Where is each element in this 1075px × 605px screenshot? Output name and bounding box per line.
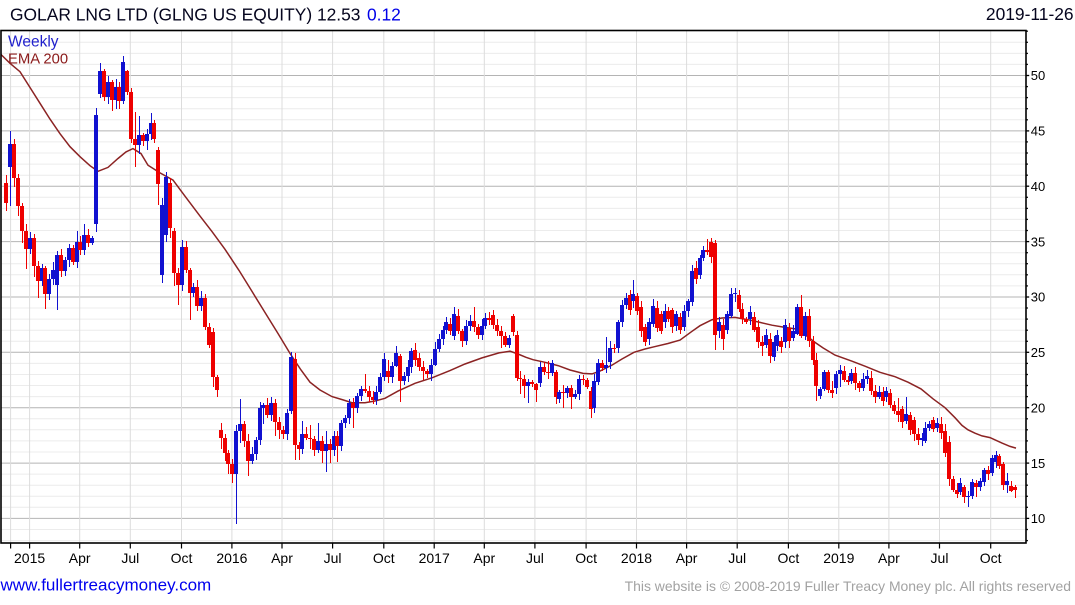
svg-text:25: 25	[1031, 345, 1045, 360]
svg-text:Jul: Jul	[526, 550, 544, 566]
svg-text:Oct: Oct	[373, 550, 395, 566]
svg-text:Apr: Apr	[676, 550, 698, 566]
svg-text:0.12: 0.12	[367, 4, 401, 24]
svg-text:Oct: Oct	[575, 550, 597, 566]
svg-text:Jul: Jul	[728, 550, 746, 566]
svg-text:20: 20	[1031, 400, 1045, 415]
svg-text:15: 15	[1031, 456, 1045, 471]
svg-text:Apr: Apr	[69, 550, 91, 566]
svg-text:Apr: Apr	[473, 550, 495, 566]
svg-text:This website is © 2008-2019 Fu: This website is © 2008-2019 Fuller Treac…	[625, 578, 1071, 594]
svg-text:Oct: Oct	[171, 550, 193, 566]
svg-text:Apr: Apr	[878, 550, 900, 566]
svg-text:2018: 2018	[621, 550, 652, 566]
svg-text:2019: 2019	[823, 550, 854, 566]
svg-text:50: 50	[1031, 68, 1045, 83]
svg-text:2015: 2015	[14, 550, 45, 566]
svg-text:EMA 200: EMA 200	[8, 52, 68, 68]
svg-text:Apr: Apr	[271, 550, 293, 566]
svg-text:Oct: Oct	[778, 550, 800, 566]
svg-text:Jul: Jul	[931, 550, 949, 566]
svg-text:30: 30	[1031, 290, 1045, 305]
svg-text:45: 45	[1031, 124, 1045, 139]
svg-text:Jul: Jul	[324, 550, 342, 566]
svg-text:40: 40	[1031, 179, 1045, 194]
svg-text:Weekly: Weekly	[8, 34, 59, 51]
svg-text:GOLAR LNG LTD (GLNG US EQUITY): GOLAR LNG LTD (GLNG US EQUITY) 12.53	[10, 4, 360, 24]
svg-text:2017: 2017	[419, 550, 450, 566]
svg-text:10: 10	[1031, 511, 1045, 526]
svg-text:www.fullertreacymoney.com: www.fullertreacymoney.com	[0, 575, 211, 594]
svg-text:2019-11-26: 2019-11-26	[986, 4, 1074, 24]
svg-text:Jul: Jul	[121, 550, 139, 566]
svg-text:35: 35	[1031, 234, 1045, 249]
svg-text:Oct: Oct	[980, 550, 1002, 566]
svg-text:2016: 2016	[216, 550, 247, 566]
